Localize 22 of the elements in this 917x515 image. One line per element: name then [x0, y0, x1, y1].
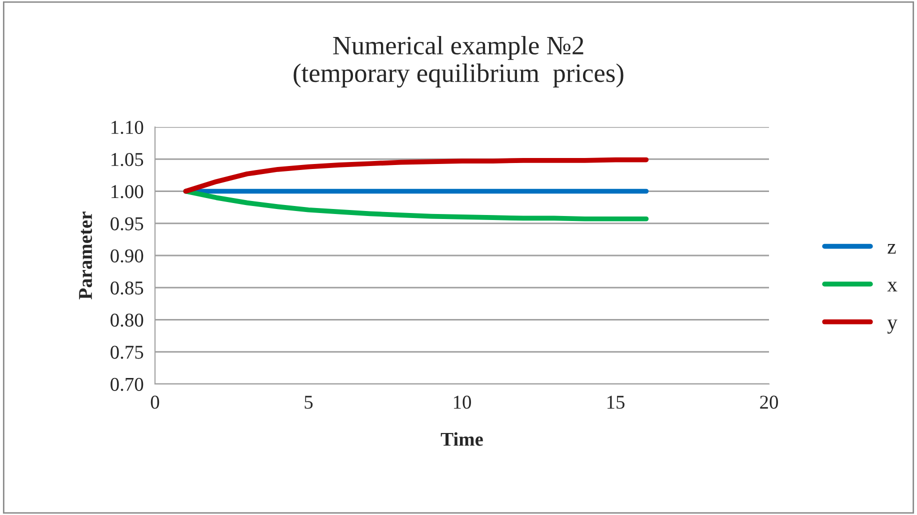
y-tick-label: 0.95	[110, 217, 144, 230]
y-axis-title: Parameter	[79, 212, 92, 300]
x-tick-label: 5	[304, 396, 313, 409]
y-tick-label: 1.00	[112, 185, 144, 198]
y-tick-label: 0.85	[110, 281, 144, 295]
y-tick-label: 0.70	[110, 378, 144, 392]
line-series	[183, 188, 649, 222]
legend-label: x	[887, 282, 898, 292]
x-axis-title: Time	[440, 432, 483, 446]
x-tick-label: 15	[607, 396, 624, 409]
legend-label: z	[888, 244, 896, 254]
y-tick-label: 0.90	[110, 249, 144, 263]
y-tick-label: 0.80	[110, 314, 144, 327]
legend-label: y	[887, 320, 898, 334]
x-tick-label: 10	[454, 396, 471, 409]
chart-title: Numerical example №2 (temporary equilibrium prices)	[294, 36, 624, 88]
y-tick-label: 1.05	[112, 152, 144, 166]
line-series	[183, 157, 649, 194]
x-tick-label: 0	[150, 396, 160, 409]
y-tick-label: 1.10	[112, 120, 144, 134]
y-tick-label: 0.75	[110, 346, 144, 359]
x-tick-label: 20	[760, 396, 778, 409]
